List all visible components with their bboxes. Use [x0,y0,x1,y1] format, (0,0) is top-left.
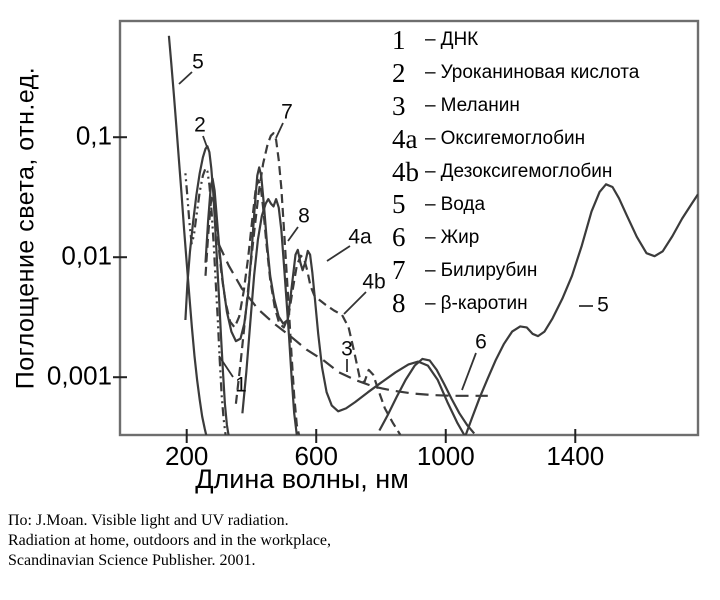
legend-item-1: 1– ДНК [392,24,639,57]
curve-label-2: 2 [194,114,206,137]
curve-label-leader-1 [218,355,234,378]
legend-item-5: 5– Вода [392,188,639,221]
legend-item-name: Оксигемоглобин [440,128,586,150]
legend-item-4b: 4b – Дезоксигемоглобин [392,156,639,189]
legend-item-number: 6 [392,222,406,253]
source-line: По: J.Moan. Visible light and UV radiati… [8,512,289,529]
y-tick-label: 0,1 [75,120,112,151]
series-8-curve [241,198,298,435]
curve-label-leader-6 [461,352,477,391]
curve-label-5: 5 [597,294,609,317]
legend-item-dash: – [425,193,436,215]
curve-label-leader-7 [275,122,284,139]
curve-label-3: 3 [341,338,353,361]
legend-item-3: 3– Меланин [392,90,639,123]
legend-item-name: Дезоксигемоглобин [440,161,613,182]
y-tick-label: 0,001 [46,360,112,391]
legend-item-dash: – [425,259,436,281]
x-tick-label: 600 [294,441,338,471]
source-line: Scandinavian Science Publisher. 2001. [8,552,256,569]
curve-label-4b: 4b [362,271,385,294]
legend-item-dash: – [425,128,436,150]
legend-item-dash: – [425,292,436,314]
x-axis-title: Длина волны, нм [195,464,409,494]
curve-label-leader-4a [326,245,351,262]
legend-item-4a: 4a – Оксигемоглобин [392,123,639,156]
legend-item-2: 2– Уроканиновая кислота [392,57,639,90]
legend-item-number: 7 [392,255,406,286]
x-tick-label: 1400 [546,441,605,471]
legend-item-dash: – [425,226,436,248]
curve-label-leader-8 [287,226,299,242]
series-6-curve [378,357,476,435]
series-2-curve [184,145,230,435]
x-tick-label: 200 [165,441,209,471]
legend-item-name: Меланин [440,95,520,117]
curve-label-8: 8 [298,205,310,228]
legend-item-name: β-каротин [440,292,528,314]
legend-item-7: 7– Билирубин [392,254,639,287]
legend-item-name: Жир [440,226,480,248]
legend-item-name: Билирубин [440,259,538,281]
curve-label-leader-4b [343,291,367,315]
legend-item-dash: – [425,161,436,182]
legend-item-name: ДНК [440,29,479,51]
curve-label-4a: 4a [348,226,372,249]
legend-item-dash: – [425,95,436,117]
legend-item-dash: – [425,29,436,51]
legend-item-number: 5 [392,189,406,220]
source-citation: По: J.Moan. Visible light and UV radiati… [8,511,331,571]
series-4b-curve [204,178,402,435]
legend-item-number: 2 [392,57,406,88]
plot-frame [118,19,700,437]
legend-item-number: 3 [392,90,406,121]
legend-item-number: 1 [392,24,406,55]
legend-item-number: 8 [392,288,406,319]
series-7-curve [234,132,301,435]
series-4a-curve [204,166,466,435]
legend-item-8: 8– β-каротин [392,287,639,320]
x-tick-label: 1000 [416,441,475,471]
series-5-curve [167,35,208,435]
series-5-curve [464,183,698,435]
legend-item-number: 4a [392,123,418,154]
curve-label-leader-2 [202,135,208,148]
legend-item-number: 4b [392,156,419,187]
curve-label-5: 5 [192,51,204,74]
y-tick-label: 0,01 [61,240,112,271]
legend-item-name: Вода [440,193,486,215]
curve-label-6: 6 [475,331,487,354]
y-axis-title: Поглощение света, отн.ед. [11,66,40,390]
legend: 1– ДНК 2– Уроканиновая кислота 3– Меланин 4a – О… [392,24,639,320]
curve-label-7: 7 [281,101,293,124]
legend-item-dash: – [425,62,436,84]
legend-item-6: 6– Жир [392,221,639,254]
curve-label-1: 1 [235,374,247,397]
legend-item-name: Уроканиновая кислота [440,62,640,84]
source-line: Radiation at home, outdoors and in the w… [8,532,332,549]
curve-label-leader-5 [178,71,193,85]
